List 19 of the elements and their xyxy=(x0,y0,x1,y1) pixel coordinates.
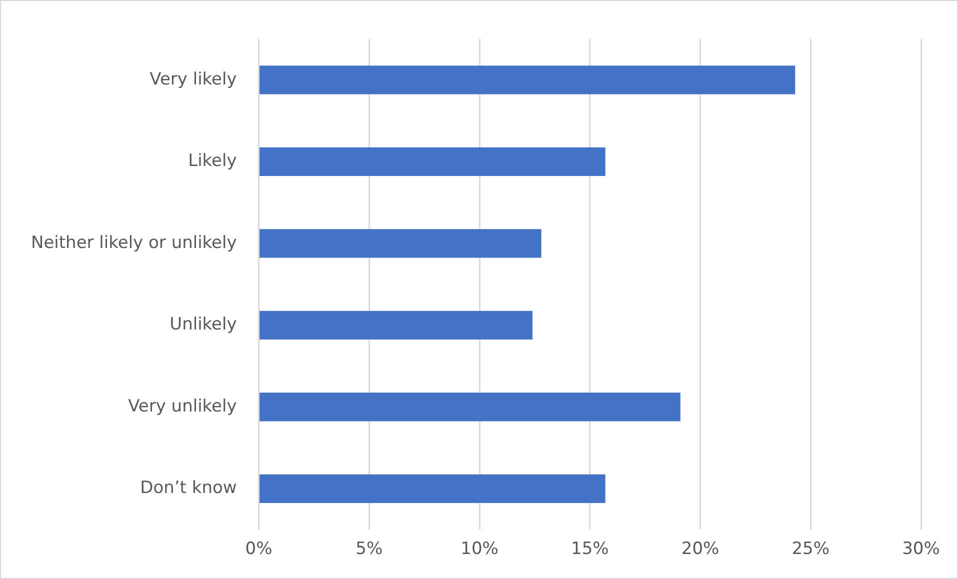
y-tick-label: Unlikely xyxy=(170,314,237,335)
bar xyxy=(260,392,680,422)
x-tick-label: 25% xyxy=(792,539,830,560)
x-tick-label: 0% xyxy=(245,539,272,560)
x-tick-label: 5% xyxy=(356,539,383,560)
bar xyxy=(260,474,606,504)
x-tick-label: 30% xyxy=(902,539,940,560)
bar xyxy=(260,66,796,94)
x-tick-label: 10% xyxy=(460,539,498,560)
y-tick-label: Don’t know xyxy=(140,478,237,498)
bar xyxy=(260,310,533,340)
y-tick-label: Very unlikely xyxy=(128,396,237,416)
y-tick-label: Likely xyxy=(188,151,237,172)
y-tick-label: Very likely xyxy=(150,69,237,90)
y-tick-label: Neither likely or unlikely xyxy=(30,232,237,253)
x-tick-label: 20% xyxy=(681,539,720,560)
bar xyxy=(260,147,606,176)
bar xyxy=(260,229,542,258)
x-tick-label: 15% xyxy=(571,539,609,560)
